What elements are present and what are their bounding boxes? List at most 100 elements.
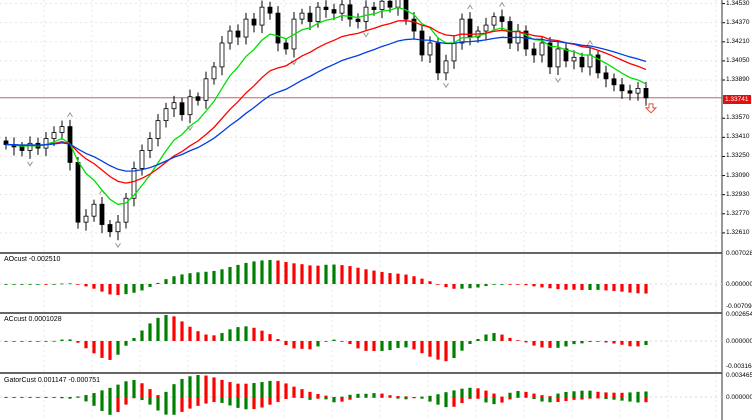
ao-bar [180,274,184,284]
gator-down-bar [172,397,176,415]
ao-bar [268,260,272,284]
ac-bar [524,341,528,343]
ac-axis-label: -0.0031645 [726,363,752,370]
sell-arrow-icon [644,103,658,114]
ao-bar [172,276,176,284]
gator-up-bar [372,393,376,397]
ac-bar [548,341,552,348]
ma-line-fast [5,6,647,206]
bear-candle [371,6,377,10]
gator-down-bar [244,397,248,410]
gator-down-bar [220,397,224,403]
ac-bar [148,323,152,341]
ao-bar [468,284,472,289]
gator-up-bar [308,391,312,397]
gator-up-bar [428,395,432,397]
gator-up-bar [620,392,624,397]
gator-down-bar [444,397,448,408]
gator-up-bar [460,388,464,397]
ac-bar [516,340,520,342]
gator-up-bar [636,391,640,397]
gator-up-bar [452,390,456,397]
bear-candle [307,12,313,22]
bull-candle [635,87,641,94]
gator-up-bar [532,393,536,397]
gator-down-bar [412,397,416,399]
bear-candle [251,18,257,26]
gator-down-bar [4,397,8,398]
bull-candle [427,42,433,56]
ao-bar [388,273,392,284]
bear-candle [411,18,417,32]
gator-down-bar [508,397,512,400]
fractal-down-icon [115,242,121,249]
ac-bar [92,341,96,354]
gator-down-bar [124,397,128,405]
gator-up-bar [108,387,112,397]
bull-candle [259,6,265,26]
gator-down-bar [532,397,536,399]
gator-up-bar [252,383,256,397]
gator-down-bar [476,397,480,399]
gator-down-bar [116,397,120,413]
bull-candle [163,108,169,122]
ac-bar [76,341,80,343]
gator-down-bar [604,397,608,399]
ac-bar [212,335,216,341]
bear-candle [643,87,649,99]
bear-candle [235,30,241,38]
gator-up-bar [516,391,520,397]
ao-bar [444,284,448,288]
ac-bar [436,341,440,360]
ac-bar [172,316,176,341]
gator-up-bar [244,383,248,397]
ac-bar [124,341,128,346]
ao-bar [588,284,592,291]
ao-bar [484,284,488,287]
bull-candle [459,18,465,44]
bull-candle [483,24,489,32]
ao-bar [332,264,336,284]
gator-up-bar [148,389,152,397]
ac-bar [52,340,56,342]
ao-bar [164,279,168,284]
ac-bar [260,330,264,341]
gator-up-bar [188,376,192,397]
fractal-up-icon [67,111,73,118]
ao-bar [188,273,192,284]
gator-up-bar [132,380,136,397]
ac-bar [428,341,432,357]
gator-up-bar [220,379,224,397]
ao-bar [356,267,360,284]
bull-candle [59,126,65,133]
price-axis-label: 1.32930 [726,190,750,198]
ao-bar [36,284,40,285]
ac-bar [412,341,416,350]
ac-bar [220,333,224,341]
ac-bar [284,341,288,346]
gator-up-bar [564,391,568,397]
ao-bar [148,284,152,287]
ao-bar [244,262,248,284]
ma-line-slow [5,36,647,172]
bull-candle [139,150,145,169]
bear-candle [275,12,281,44]
gator-down-bar [428,397,432,402]
ac-bar [268,334,272,341]
bull-candle [131,167,137,199]
ao-bar [428,281,432,284]
gator-down-bar [300,397,304,399]
ao-bar [236,264,240,284]
bear-candle [627,90,633,94]
bear-candle [19,146,25,151]
ao-bar [124,284,128,295]
gator-up-bar [644,391,648,397]
gator-up-bar [580,390,584,397]
bear-candle [75,162,81,223]
ac-bar [572,341,576,345]
bull-candle [219,42,225,68]
ac-bar [12,341,16,342]
ao-bar [228,267,232,284]
ac-bar [332,339,336,341]
